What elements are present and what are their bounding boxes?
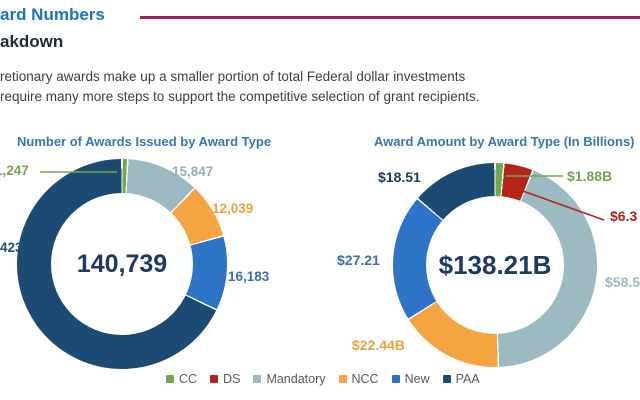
right-chart-title: Award Amount by Award Type (In Billions) bbox=[374, 134, 635, 149]
intro-line-2: require many more steps to support the c… bbox=[0, 89, 480, 104]
legend-item-ds: DS bbox=[210, 372, 240, 386]
awards-count-donut-chart: 140,739 bbox=[17, 159, 227, 369]
award-amount-total: $138.21B bbox=[438, 249, 552, 280]
label-amount-cc: $1.88B bbox=[567, 168, 613, 184]
legend-item-paa: PAA bbox=[442, 372, 480, 386]
legend-item-mandatory: Mandatory bbox=[253, 372, 326, 386]
label-count-new: 16,183 bbox=[228, 269, 270, 284]
paa-swatch-icon bbox=[442, 375, 451, 383]
mandatory-swatch-icon bbox=[253, 375, 262, 383]
legend-label: DS bbox=[223, 372, 241, 386]
label-count-cc: 1,247 bbox=[0, 163, 29, 178]
chart-legend: CC DS Mandatory NCC New PAA bbox=[166, 372, 480, 386]
intro-paragraph: retionary awards make up a smaller porti… bbox=[0, 67, 480, 107]
label-amount-new: $27.21 bbox=[337, 252, 380, 268]
label-count-ncc: 12,039 bbox=[212, 201, 254, 216]
legend-label: NCC bbox=[351, 372, 379, 386]
label-amount-ds: $6.3 bbox=[610, 208, 638, 224]
legend-label: New bbox=[404, 372, 430, 386]
page-title: ard Numbers bbox=[0, 5, 105, 24]
legend-label: PAA bbox=[455, 372, 480, 386]
legend-item-new: New bbox=[391, 372, 430, 386]
legend-item-cc: CC bbox=[166, 372, 197, 386]
section-heading: akdown bbox=[0, 32, 64, 51]
label-amount-paa: $18.51 bbox=[378, 169, 421, 185]
award-amount-donut-chart: $138.21B bbox=[393, 163, 597, 367]
cc-swatch-icon bbox=[166, 375, 174, 383]
intro-line-1: retionary awards make up a smaller porti… bbox=[0, 69, 466, 84]
label-amount-ncc: $22.44B bbox=[352, 337, 405, 353]
header-rule bbox=[140, 16, 640, 19]
legend-item-ncc: NCC bbox=[338, 372, 379, 386]
legend-label: Mandatory bbox=[266, 372, 326, 386]
label-amount-mandatory: $58.5 bbox=[605, 274, 640, 290]
awards-count-total: 140,739 bbox=[76, 249, 168, 278]
label-count-mandatory: 15,847 bbox=[172, 164, 214, 179]
left-chart-title: Number of Awards Issued by Award Type bbox=[17, 134, 272, 149]
new-swatch-icon bbox=[391, 375, 400, 383]
label-count-paa: 423 bbox=[0, 240, 23, 255]
ncc-swatch-icon bbox=[338, 375, 347, 383]
legend-label: CC bbox=[179, 372, 198, 386]
ds-swatch-icon bbox=[210, 375, 219, 383]
